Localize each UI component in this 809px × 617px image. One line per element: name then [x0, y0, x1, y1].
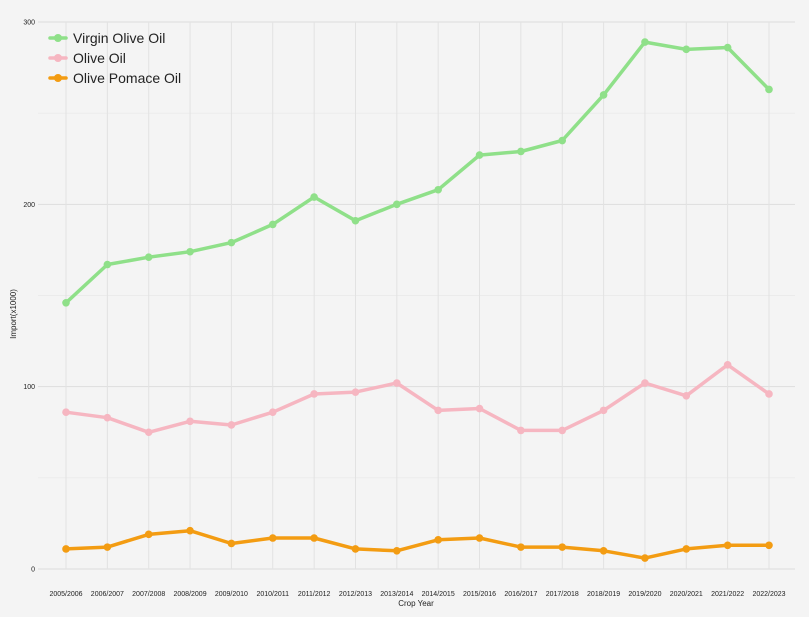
legend: Virgin Olive Oil Olive Oil Olive Pomace Oi…: [48, 30, 181, 86]
data-point: [434, 185, 442, 194]
x-tick-label: 2015/2016: [463, 591, 496, 598]
data-point: [434, 536, 442, 544]
data-point: [62, 298, 70, 307]
x-tick-label: 2011/2012: [298, 591, 331, 598]
data-point: [268, 534, 277, 542]
data-point: [227, 539, 236, 548]
data-point: [393, 379, 401, 387]
legend-label: Olive Oil: [73, 50, 126, 66]
legend-swatch-marker: [54, 34, 62, 42]
data-point: [434, 406, 442, 415]
data-point: [227, 238, 236, 247]
data-point: [765, 390, 773, 398]
data-point: [765, 541, 773, 550]
series-1: [62, 360, 773, 437]
x-axis: 2005/2006 2006/2007 2007/2008 2008/2009 2009…: [49, 591, 785, 598]
data-point: [517, 147, 525, 156]
data-point: [62, 408, 70, 416]
legend-item: Virgin Olive Oil: [48, 30, 165, 46]
y-tick-label: 200: [23, 202, 35, 209]
series-line: [64, 363, 771, 435]
x-axis-title: Crop Year: [398, 599, 434, 608]
data-point: [351, 388, 360, 396]
legend-item: Olive Oil: [48, 50, 126, 66]
data-point: [682, 391, 691, 400]
x-tick-label: 2006/2007: [91, 591, 124, 598]
data-point: [641, 38, 649, 46]
data-point: [103, 260, 112, 269]
legend-item: Olive Pomace Oil: [48, 70, 181, 86]
data-point: [351, 216, 360, 225]
legend-label: Olive Pomace Oil: [73, 70, 181, 86]
x-tick-label: 2017/2018: [546, 591, 579, 598]
x-tick-label: 2019/2020: [628, 591, 661, 598]
x-tick-label: 2018/2019: [587, 591, 620, 598]
y-tick-label: 0: [31, 567, 35, 574]
data-point: [144, 530, 153, 539]
legend-swatch-marker: [54, 74, 62, 82]
y-axis-title: Import(x1000): [9, 289, 18, 339]
x-tick-label: 2007/2008: [132, 591, 165, 598]
grid-lines: [38, 21, 795, 570]
data-point: [517, 543, 525, 551]
data-point: [393, 546, 401, 555]
data-point: [723, 360, 732, 369]
data-point: [227, 421, 236, 429]
series-line: [64, 528, 771, 560]
data-point: [268, 220, 277, 229]
legend-label: Virgin Olive Oil: [73, 30, 165, 46]
data-point: [599, 546, 608, 555]
data-point: [475, 151, 484, 159]
x-tick-label: 2008/2009: [174, 591, 207, 598]
data-point: [144, 253, 153, 262]
data-point: [558, 136, 567, 145]
data-point: [723, 43, 732, 52]
data-point: [558, 543, 567, 551]
data-point: [475, 534, 484, 542]
x-tick-label: 2012/2013: [339, 591, 372, 598]
data-point: [310, 534, 318, 542]
x-tick-label: 2016/2017: [504, 591, 537, 598]
data-point: [310, 390, 318, 398]
data-point: [599, 91, 608, 99]
x-tick-label: 2020/2021: [670, 591, 703, 598]
x-tick-label: 2014/2015: [422, 591, 455, 598]
data-point: [103, 543, 112, 551]
y-axis: 0 100 200 300: [23, 20, 35, 574]
data-point: [475, 404, 484, 413]
data-point: [103, 413, 112, 422]
data-point: [393, 200, 401, 209]
x-tick-label: 2013/2014: [380, 591, 413, 598]
data-point: [62, 545, 70, 553]
data-point: [186, 526, 194, 535]
data-point: [351, 545, 360, 553]
y-tick-label: 300: [23, 20, 35, 27]
x-tick-label: 2021/2022: [711, 591, 744, 598]
data-point: [641, 554, 649, 562]
y-tick-label: 100: [23, 384, 35, 391]
data-point: [558, 426, 567, 435]
x-tick-label: 2005/2006: [49, 591, 82, 598]
series-2: [62, 526, 773, 562]
series-0: [62, 38, 773, 307]
data-point: [517, 426, 525, 435]
data-point: [723, 541, 732, 550]
data-point: [682, 545, 691, 553]
data-point: [186, 417, 194, 426]
data-point: [641, 379, 649, 387]
x-tick-label: 2022/2023: [752, 591, 785, 598]
data-point: [682, 45, 691, 54]
series-layer: [62, 38, 773, 562]
legend-swatch-marker: [54, 54, 62, 62]
data-point: [186, 247, 194, 256]
x-tick-label: 2010/2011: [256, 591, 289, 598]
x-tick-label: 2009/2010: [215, 591, 248, 598]
data-point: [310, 193, 318, 201]
series-line: [64, 40, 771, 305]
data-point: [144, 428, 153, 437]
data-point: [268, 408, 277, 416]
data-point: [765, 85, 773, 94]
data-point: [599, 406, 608, 415]
